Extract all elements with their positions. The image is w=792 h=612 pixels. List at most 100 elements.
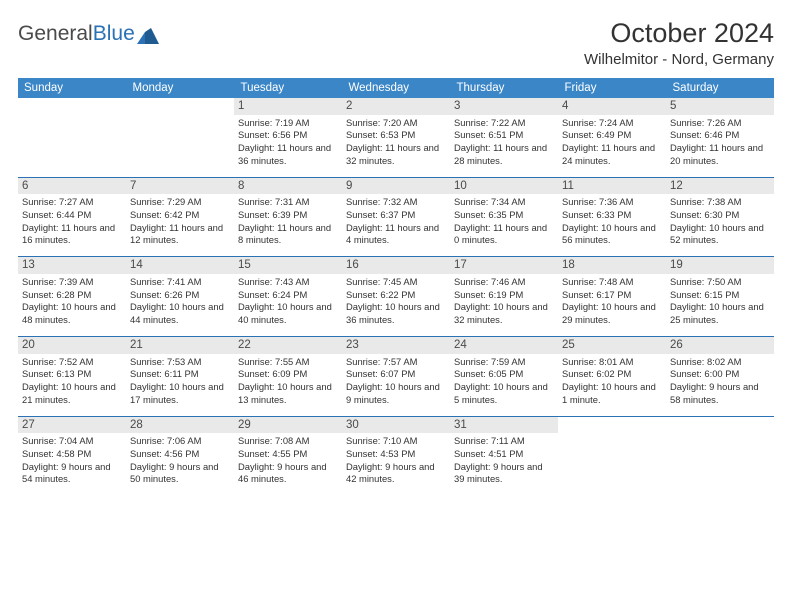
day-number: 17	[450, 257, 558, 274]
day-content: Sunrise: 7:39 AMSunset: 6:28 PMDaylight:…	[18, 274, 126, 336]
day-content: Sunrise: 7:36 AMSunset: 6:33 PMDaylight:…	[558, 194, 666, 256]
calendar-cell: 16Sunrise: 7:45 AMSunset: 6:22 PMDayligh…	[342, 257, 450, 337]
calendar-cell: 18Sunrise: 7:48 AMSunset: 6:17 PMDayligh…	[558, 257, 666, 337]
calendar-body: ....1Sunrise: 7:19 AMSunset: 6:56 PMDayl…	[18, 98, 774, 495]
calendar-cell: 11Sunrise: 7:36 AMSunset: 6:33 PMDayligh…	[558, 177, 666, 257]
day-content: Sunrise: 7:26 AMSunset: 6:46 PMDaylight:…	[666, 115, 774, 177]
day-number: 8	[234, 178, 342, 195]
calendar-cell: 5Sunrise: 7:26 AMSunset: 6:46 PMDaylight…	[666, 98, 774, 177]
day-content: Sunrise: 7:48 AMSunset: 6:17 PMDaylight:…	[558, 274, 666, 336]
weekday-header: Saturday	[666, 78, 774, 98]
day-content: Sunrise: 7:52 AMSunset: 6:13 PMDaylight:…	[18, 354, 126, 416]
day-number: 30	[342, 417, 450, 434]
day-number: 24	[450, 337, 558, 354]
calendar-cell: 9Sunrise: 7:32 AMSunset: 6:37 PMDaylight…	[342, 177, 450, 257]
day-content: Sunrise: 7:24 AMSunset: 6:49 PMDaylight:…	[558, 115, 666, 177]
logo-mark-icon	[137, 26, 159, 42]
calendar-cell: 6Sunrise: 7:27 AMSunset: 6:44 PMDaylight…	[18, 177, 126, 257]
day-content: Sunrise: 7:53 AMSunset: 6:11 PMDaylight:…	[126, 354, 234, 416]
month-title: October 2024	[584, 18, 774, 49]
day-number: 12	[666, 178, 774, 195]
day-content: Sunrise: 7:06 AMSunset: 4:56 PMDaylight:…	[126, 433, 234, 495]
calendar-cell: 31Sunrise: 7:11 AMSunset: 4:51 PMDayligh…	[450, 416, 558, 495]
weekday-header: Monday	[126, 78, 234, 98]
day-content: Sunrise: 7:29 AMSunset: 6:42 PMDaylight:…	[126, 194, 234, 256]
day-content: Sunrise: 7:43 AMSunset: 6:24 PMDaylight:…	[234, 274, 342, 336]
calendar-week-row: 6Sunrise: 7:27 AMSunset: 6:44 PMDaylight…	[18, 177, 774, 257]
day-content: Sunrise: 7:10 AMSunset: 4:53 PMDaylight:…	[342, 433, 450, 495]
day-number: 10	[450, 178, 558, 195]
day-number: 5	[666, 98, 774, 115]
day-number: 18	[558, 257, 666, 274]
day-number: 9	[342, 178, 450, 195]
calendar-cell: 29Sunrise: 7:08 AMSunset: 4:55 PMDayligh…	[234, 416, 342, 495]
day-number: 22	[234, 337, 342, 354]
day-number: 28	[126, 417, 234, 434]
brand-part2: Blue	[93, 22, 135, 46]
day-number: 7	[126, 178, 234, 195]
calendar-cell: ..	[126, 98, 234, 177]
brand-part1: General	[18, 22, 93, 46]
calendar-cell: 13Sunrise: 7:39 AMSunset: 6:28 PMDayligh…	[18, 257, 126, 337]
day-content: Sunrise: 7:59 AMSunset: 6:05 PMDaylight:…	[450, 354, 558, 416]
calendar-cell: 1Sunrise: 7:19 AMSunset: 6:56 PMDaylight…	[234, 98, 342, 177]
day-content: Sunrise: 7:31 AMSunset: 6:39 PMDaylight:…	[234, 194, 342, 256]
day-number: 20	[18, 337, 126, 354]
calendar-cell: 19Sunrise: 7:50 AMSunset: 6:15 PMDayligh…	[666, 257, 774, 337]
calendar-week-row: 20Sunrise: 7:52 AMSunset: 6:13 PMDayligh…	[18, 336, 774, 416]
weekday-header: Sunday	[18, 78, 126, 98]
day-number: 4	[558, 98, 666, 115]
day-number: 31	[450, 417, 558, 434]
calendar-cell: 17Sunrise: 7:46 AMSunset: 6:19 PMDayligh…	[450, 257, 558, 337]
day-content: Sunrise: 7:20 AMSunset: 6:53 PMDaylight:…	[342, 115, 450, 177]
day-number: 3	[450, 98, 558, 115]
calendar-cell: 20Sunrise: 7:52 AMSunset: 6:13 PMDayligh…	[18, 336, 126, 416]
day-content: Sunrise: 7:46 AMSunset: 6:19 PMDaylight:…	[450, 274, 558, 336]
weekday-header: Thursday	[450, 78, 558, 98]
calendar-week-row: 13Sunrise: 7:39 AMSunset: 6:28 PMDayligh…	[18, 257, 774, 337]
day-content: Sunrise: 7:08 AMSunset: 4:55 PMDaylight:…	[234, 433, 342, 495]
day-content: Sunrise: 7:04 AMSunset: 4:58 PMDaylight:…	[18, 433, 126, 495]
day-number: 19	[666, 257, 774, 274]
day-content: Sunrise: 7:32 AMSunset: 6:37 PMDaylight:…	[342, 194, 450, 256]
calendar-cell: ..	[18, 98, 126, 177]
calendar-cell: 22Sunrise: 7:55 AMSunset: 6:09 PMDayligh…	[234, 336, 342, 416]
calendar-cell: 30Sunrise: 7:10 AMSunset: 4:53 PMDayligh…	[342, 416, 450, 495]
weekday-header-row: SundayMondayTuesdayWednesdayThursdayFrid…	[18, 78, 774, 98]
calendar-cell: 12Sunrise: 7:38 AMSunset: 6:30 PMDayligh…	[666, 177, 774, 257]
calendar-week-row: 27Sunrise: 7:04 AMSunset: 4:58 PMDayligh…	[18, 416, 774, 495]
day-number: 27	[18, 417, 126, 434]
calendar-cell: ..	[558, 416, 666, 495]
day-content: Sunrise: 7:57 AMSunset: 6:07 PMDaylight:…	[342, 354, 450, 416]
day-content: Sunrise: 7:50 AMSunset: 6:15 PMDaylight:…	[666, 274, 774, 336]
calendar-cell: 24Sunrise: 7:59 AMSunset: 6:05 PMDayligh…	[450, 336, 558, 416]
day-content: Sunrise: 8:01 AMSunset: 6:02 PMDaylight:…	[558, 354, 666, 416]
day-content: Sunrise: 7:22 AMSunset: 6:51 PMDaylight:…	[450, 115, 558, 177]
header: GeneralBlue October 2024 Wilhelmitor - N…	[18, 18, 774, 68]
calendar-table: SundayMondayTuesdayWednesdayThursdayFrid…	[18, 78, 774, 495]
location: Wilhelmitor - Nord, Germany	[584, 51, 774, 68]
calendar-cell: 25Sunrise: 8:01 AMSunset: 6:02 PMDayligh…	[558, 336, 666, 416]
day-content: Sunrise: 7:34 AMSunset: 6:35 PMDaylight:…	[450, 194, 558, 256]
calendar-cell: 8Sunrise: 7:31 AMSunset: 6:39 PMDaylight…	[234, 177, 342, 257]
calendar-cell: 27Sunrise: 7:04 AMSunset: 4:58 PMDayligh…	[18, 416, 126, 495]
day-number: 16	[342, 257, 450, 274]
day-number: 23	[342, 337, 450, 354]
weekday-header: Tuesday	[234, 78, 342, 98]
day-number: 2	[342, 98, 450, 115]
weekday-header: Friday	[558, 78, 666, 98]
day-number: 1	[234, 98, 342, 115]
calendar-cell: 15Sunrise: 7:43 AMSunset: 6:24 PMDayligh…	[234, 257, 342, 337]
day-content: Sunrise: 7:27 AMSunset: 6:44 PMDaylight:…	[18, 194, 126, 256]
day-content: Sunrise: 7:11 AMSunset: 4:51 PMDaylight:…	[450, 433, 558, 495]
calendar-cell: 2Sunrise: 7:20 AMSunset: 6:53 PMDaylight…	[342, 98, 450, 177]
calendar-cell: 26Sunrise: 8:02 AMSunset: 6:00 PMDayligh…	[666, 336, 774, 416]
calendar-cell: ..	[666, 416, 774, 495]
calendar-cell: 14Sunrise: 7:41 AMSunset: 6:26 PMDayligh…	[126, 257, 234, 337]
day-number: 11	[558, 178, 666, 195]
day-content: Sunrise: 7:55 AMSunset: 6:09 PMDaylight:…	[234, 354, 342, 416]
calendar-cell: 3Sunrise: 7:22 AMSunset: 6:51 PMDaylight…	[450, 98, 558, 177]
calendar-cell: 4Sunrise: 7:24 AMSunset: 6:49 PMDaylight…	[558, 98, 666, 177]
day-content: Sunrise: 7:45 AMSunset: 6:22 PMDaylight:…	[342, 274, 450, 336]
calendar-cell: 28Sunrise: 7:06 AMSunset: 4:56 PMDayligh…	[126, 416, 234, 495]
